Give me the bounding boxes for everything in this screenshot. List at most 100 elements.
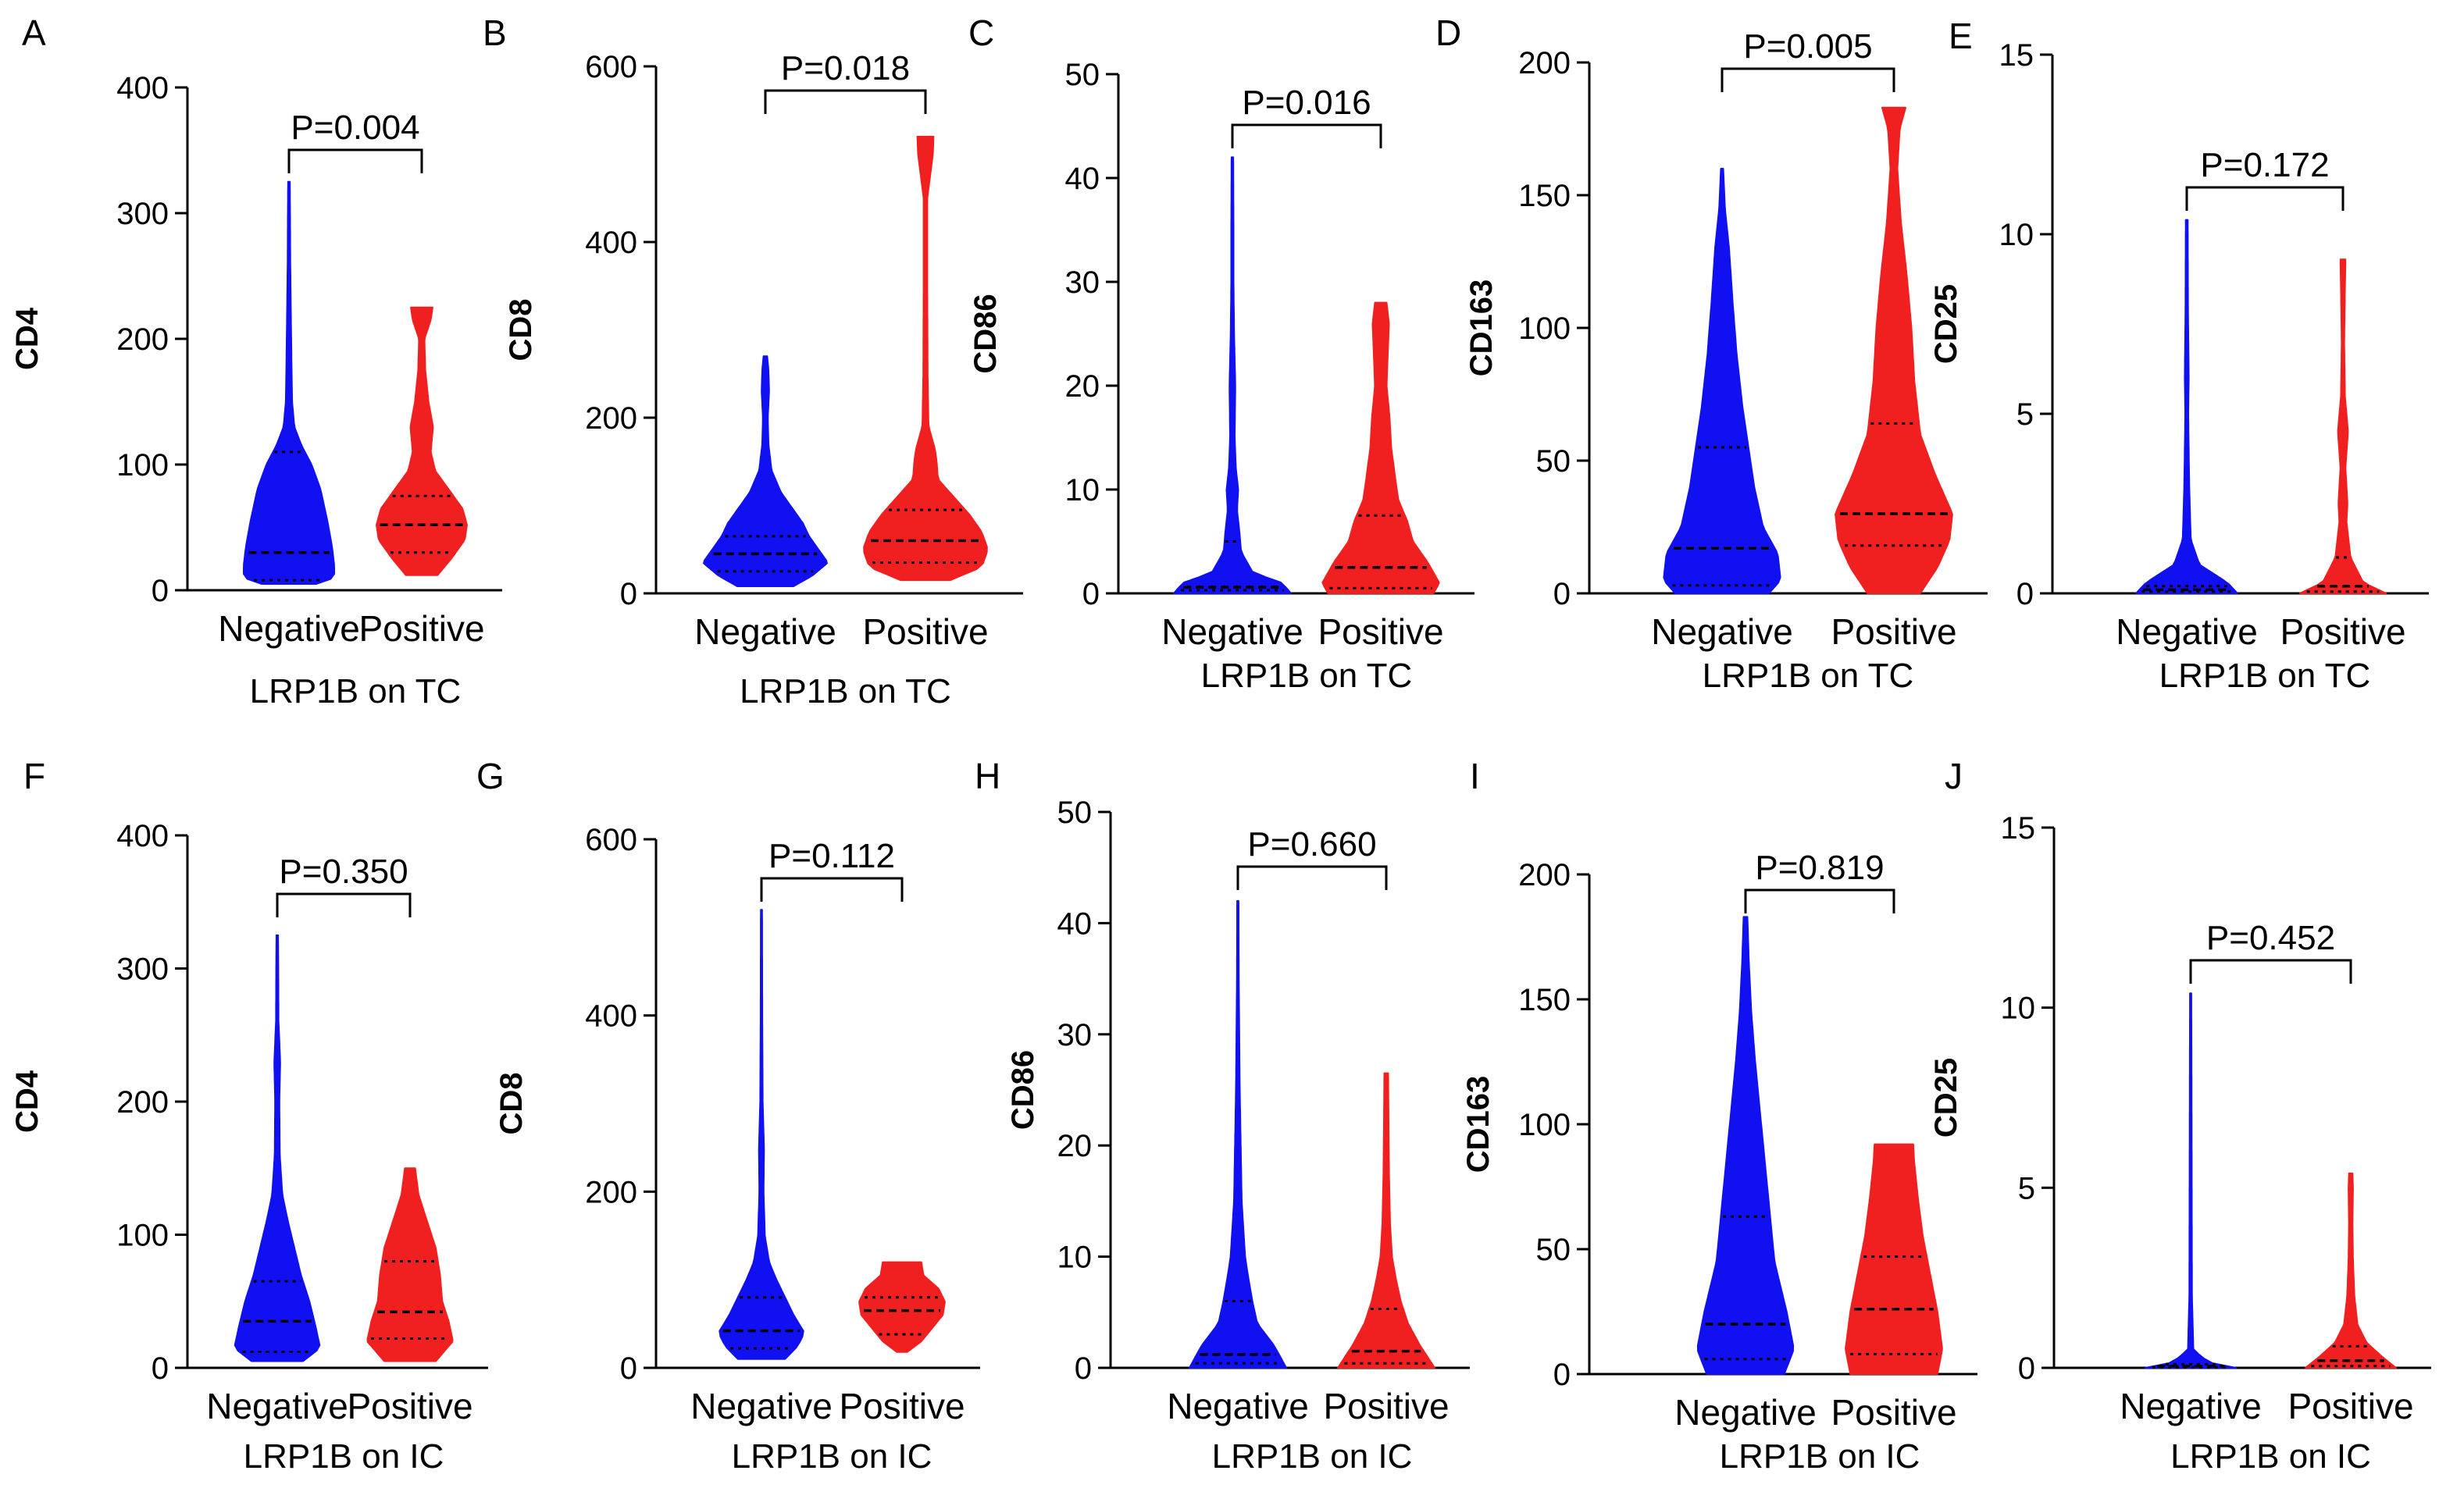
x-tick-label-positive: Positive [2280, 611, 2405, 652]
x-tick-label-negative: Negative [2120, 1386, 2262, 1426]
panel-D: D 0 50 100 150 200 CD163 Negative Positive LRP1B … [1435, 12, 1988, 695]
y-tick-label: 200 [1518, 858, 1571, 892]
panel-letter: E [1949, 16, 1973, 56]
panel-B: B 0 200 400 600 CD8 Negative Positive LRP1B on T… [483, 12, 1023, 710]
y-tick-label: 30 [1057, 1018, 1093, 1052]
p-value-label: P=0.112 [768, 837, 895, 875]
y-tick-label: 400 [116, 71, 169, 105]
y-tick-label: 150 [1518, 179, 1571, 213]
violin-positive [863, 136, 988, 582]
p-value-label: P=0.018 [781, 49, 910, 87]
y-axis-title: CD86 [1006, 1050, 1040, 1130]
y-tick-label: 15 [2001, 811, 2036, 846]
violin-negative [234, 934, 321, 1362]
y-tick-label: 100 [116, 1219, 169, 1253]
y-axis-title: CD163 [1461, 1076, 1496, 1173]
p-value-label: P=0.350 [279, 853, 408, 891]
violin-positive [1845, 1143, 1943, 1375]
violin-positive [1337, 1072, 1435, 1369]
p-value-label: P=0.452 [2206, 919, 2335, 957]
panel-E: E 0 5 10 15 CD25 Negative Positive LRP1B on TC P=… [1929, 16, 2429, 695]
y-axis-title: CD25 [1929, 1058, 1963, 1138]
violin-negative [2145, 992, 2237, 1369]
y-tick-label: 20 [1065, 369, 1100, 404]
panel-letter: G [476, 756, 505, 796]
y-axis-title: CD8 [494, 1072, 529, 1134]
x-tick-label-negative: Negative [2116, 611, 2258, 652]
panel-J: J 0 5 10 15 CD25 Negative Positive LRP1B on IC P=… [1929, 756, 2431, 1476]
x-tick-label-positive: Positive [862, 611, 988, 652]
x-tick-label-positive: Positive [1318, 611, 1443, 652]
x-tick-label-negative: Negative [1651, 611, 1793, 652]
y-tick-label: 100 [1518, 1108, 1571, 1142]
x-tick-label-positive: Positive [2287, 1386, 2413, 1426]
y-tick-label: 100 [116, 448, 169, 482]
y-tick-label: 0 [1075, 1351, 1092, 1386]
y-tick-label: 0 [1553, 577, 1571, 611]
panel-G: G 0 200 400 600 CD8 Negative Positive LRP1B on I… [476, 756, 980, 1476]
x-tick-label-positive: Positive [1831, 1392, 1956, 1433]
significance-bracket [287, 148, 423, 173]
y-tick-label: 40 [1057, 906, 1093, 941]
x-tick-label-negative: Negative [206, 1386, 348, 1426]
y-tick-label: 5 [2016, 397, 2034, 432]
significance-bracket [2189, 959, 2352, 984]
y-tick-label: 400 [585, 226, 637, 260]
y-tick-label: 0 [1082, 577, 1100, 611]
significance-bracket [760, 877, 904, 902]
y-tick-label: 50 [1536, 444, 1571, 479]
violin-positive [2305, 1172, 2397, 1369]
x-tick-label-negative: Negative [1167, 1386, 1309, 1426]
y-axis-title: CD4 [10, 1070, 45, 1133]
violin-negative [1663, 168, 1781, 594]
x-tick-label-positive: Positive [358, 608, 484, 649]
violin-negative [2135, 219, 2238, 594]
y-tick-label: 0 [620, 577, 637, 611]
violin-positive [1835, 106, 1953, 594]
x-axis-title: LRP1B on TC [1703, 657, 1914, 695]
y-tick-label: 10 [1999, 218, 2034, 252]
y-axis-title: CD25 [1929, 284, 1963, 364]
panel-H: H 0 10 20 30 40 50 CD86 Negative Positive LRP1B on… [975, 756, 1470, 1476]
violin-positive [376, 306, 468, 576]
y-tick-label: 0 [1553, 1358, 1571, 1392]
y-tick-label: 300 [116, 197, 169, 231]
x-axis-title: LRP1B on TC [250, 672, 462, 710]
y-tick-label: 200 [1518, 46, 1571, 80]
panel-letter: I [1470, 756, 1480, 796]
x-axis-title: LRP1B on IC [2170, 1437, 2371, 1476]
y-tick-label: 150 [1518, 983, 1571, 1017]
x-tick-label-negative: Negative [690, 1386, 833, 1426]
x-tick-label-negative: Negative [694, 611, 836, 652]
x-tick-label-negative: Negative [1674, 1392, 1817, 1433]
violin-positive [2298, 258, 2387, 594]
y-tick-label: 40 [1065, 162, 1100, 196]
y-tick-label: 50 [1065, 58, 1100, 92]
y-tick-label: 20 [1057, 1129, 1093, 1163]
panel-letter: J [1945, 756, 1963, 796]
x-tick-label-positive: Positive [1323, 1386, 1449, 1426]
y-tick-label: 300 [116, 952, 169, 987]
y-tick-label: 50 [1057, 796, 1093, 830]
y-tick-label: 10 [2001, 992, 2036, 1026]
panel-letter: D [1435, 12, 1461, 53]
y-tick-label: 200 [585, 401, 637, 436]
x-tick-label-positive: Positive [347, 1386, 472, 1426]
y-tick-label: 100 [1518, 312, 1571, 346]
y-tick-label: 400 [116, 819, 169, 853]
significance-bracket [2185, 186, 2345, 211]
y-tick-label: 200 [116, 322, 169, 357]
panel-letter: B [483, 12, 507, 53]
y-tick-label: 0 [2016, 577, 2034, 611]
y-tick-label: 5 [2018, 1171, 2035, 1205]
panel-letter: C [968, 12, 994, 53]
p-value-label: P=0.005 [1743, 27, 1872, 66]
y-tick-label: 10 [1057, 1241, 1093, 1275]
x-axis-title: LRP1B on IC [732, 1437, 932, 1476]
significance-bracket [1744, 888, 1895, 913]
x-tick-label-positive: Positive [839, 1386, 965, 1426]
y-tick-label: 0 [152, 574, 169, 608]
y-tick-label: 200 [116, 1085, 169, 1120]
